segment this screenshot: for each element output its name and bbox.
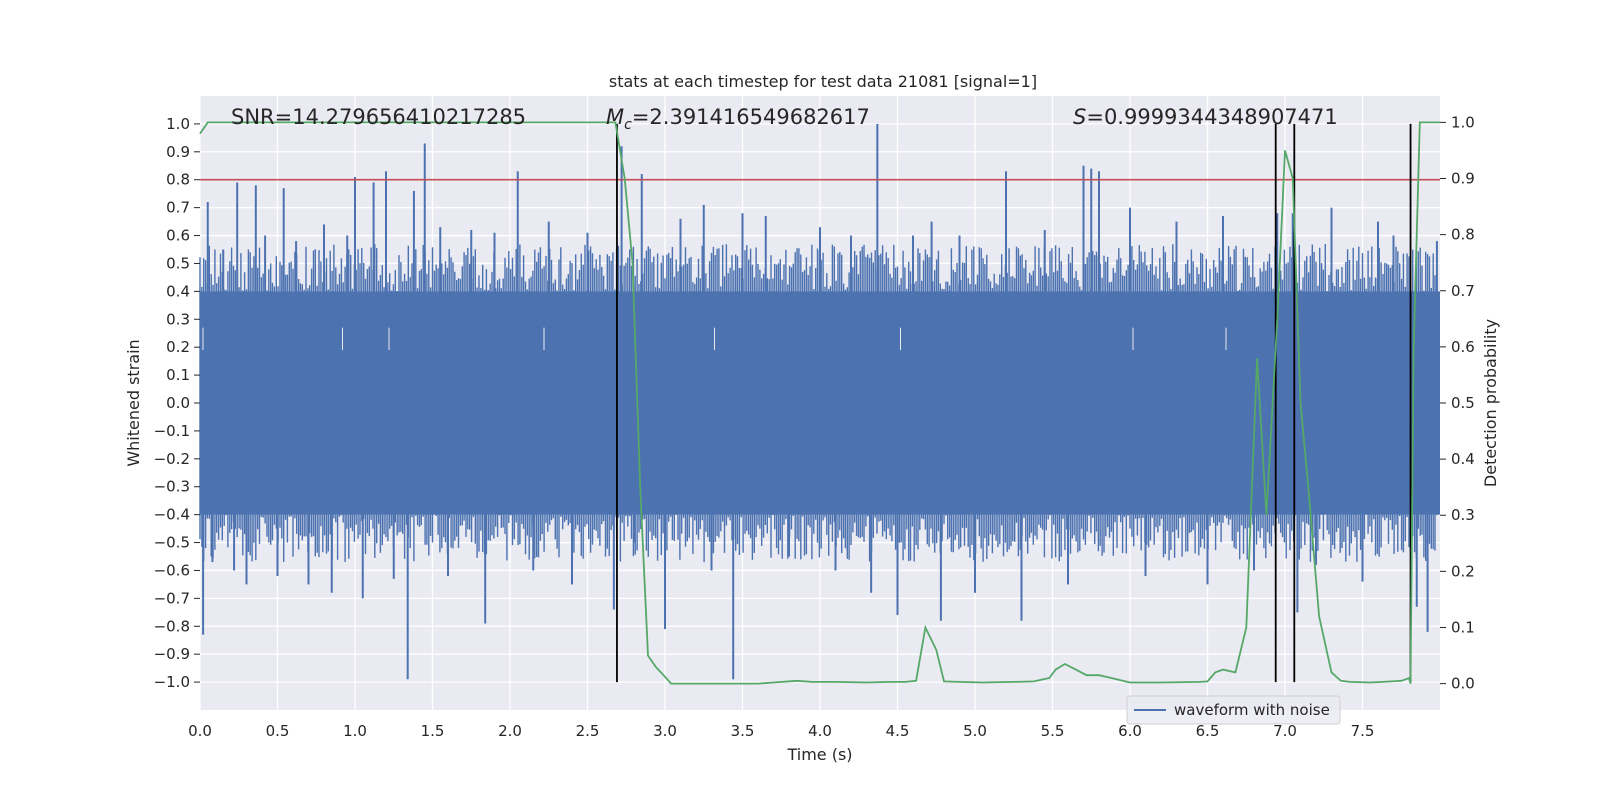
- y2-tick-label-0: 1.0: [1451, 113, 1475, 131]
- x-tick-label-0: 0.0: [188, 722, 212, 740]
- y-tick-label-18: −0.8: [154, 617, 190, 635]
- y-tick-label-7: 0.3: [166, 310, 190, 328]
- waveform-with-noise: [199, 123, 1440, 680]
- chirp-mass-symbol: M: [606, 105, 624, 129]
- detection-probability-line: [199, 121, 1440, 685]
- y2-tick-label-6: 0.4: [1451, 450, 1475, 468]
- s-symbol: S: [1073, 105, 1086, 129]
- x-tick-label-9: 4.5: [886, 722, 910, 740]
- y2-tick-label-5: 0.5: [1451, 394, 1475, 412]
- y-tick-label-5: 0.5: [166, 254, 190, 272]
- legend-box: [1126, 695, 1341, 725]
- y-tick-label-4: 0.6: [166, 227, 190, 245]
- y-tick-label-6: 0.4: [166, 282, 190, 300]
- x-tick-label-2: 1.0: [343, 722, 367, 740]
- y-tick-label-13: −0.3: [154, 478, 190, 496]
- y2-axis-label: Detection probability: [1481, 319, 1500, 487]
- y-tick-label-9: 0.1: [166, 366, 190, 384]
- x-axis-ticks: 0.0 0.5 1.0 1.5 2.0 2.5 3.0 3.5 4.0 4.5 5.0 5.5 6.0 6…: [188, 722, 1374, 740]
- x-tick-label-11: 5.5: [1041, 722, 1065, 740]
- x-tick-label-14: 7.0: [1273, 722, 1297, 740]
- y-tick-label-0: 1.0: [166, 115, 190, 133]
- y-tick-label-17: −0.7: [154, 589, 190, 607]
- s-value: =0.9999344348907471: [1086, 105, 1337, 129]
- legend: waveform with noise: [1126, 695, 1341, 725]
- x-tick-label-4: 2.0: [498, 722, 522, 740]
- y2-tick-label-9: 0.1: [1451, 618, 1475, 636]
- snr-annotation: SNR=14.279656410217285: [231, 105, 526, 129]
- x-tick-label-15: 7.5: [1351, 722, 1375, 740]
- y-tick-label-2: 0.8: [166, 171, 190, 189]
- y-tick-label-14: −0.4: [154, 506, 190, 524]
- x-tick-label-7: 3.5: [731, 722, 755, 740]
- y2-tick-label-8: 0.2: [1451, 562, 1475, 580]
- y-tick-label-12: −0.2: [154, 450, 190, 468]
- y-tick-label-20: −1.0: [154, 673, 190, 691]
- y2-tick-label-7: 0.3: [1451, 506, 1475, 524]
- y2-tick-label-4: 0.6: [1451, 338, 1475, 356]
- x-axis-label: Time (s): [786, 745, 852, 764]
- x-tick-label-3: 1.5: [421, 722, 445, 740]
- detection-probability-series: [199, 121, 1440, 685]
- y2-tick-label-10: 0.0: [1451, 675, 1475, 693]
- x-tick-label-8: 4.0: [808, 722, 832, 740]
- x-tick-label-6: 3.0: [653, 722, 677, 740]
- y-tick-label-10: 0.0: [166, 394, 190, 412]
- y-axis-label: Whitened strain: [124, 339, 143, 466]
- y-tick-label-8: 0.2: [166, 338, 190, 356]
- chirp-mass-value: =2.391416549682617: [632, 105, 870, 129]
- y-axis-ticks: 1.0 0.9 0.8 0.7 0.6 0.5 0.4 0.3 0.2 0.1 0.0 −0.1 −0.…: [154, 115, 200, 691]
- chirp-mass-annotation: Mc=2.391416549682617: [606, 105, 870, 133]
- y-tick-label-15: −0.5: [154, 534, 190, 552]
- y2-tick-label-3: 0.7: [1451, 282, 1475, 300]
- y2-tick-label-1: 0.9: [1451, 170, 1475, 188]
- chart-title: stats at each timestep for test data 210…: [609, 72, 1037, 91]
- x-tick-label-5: 2.5: [576, 722, 600, 740]
- y-tick-label-3: 0.7: [166, 199, 190, 217]
- chirp-mass-subscript: c: [624, 117, 632, 133]
- x-tick-label-10: 5.0: [963, 722, 987, 740]
- y-tick-label-11: −0.1: [154, 422, 190, 440]
- x-tick-label-12: 6.0: [1118, 722, 1142, 740]
- legend-label: waveform with noise: [1174, 701, 1330, 719]
- x-tick-label-1: 0.5: [266, 722, 290, 740]
- y-tick-label-1: 0.9: [166, 143, 190, 161]
- s-annotation: S=0.9999344348907471: [1073, 105, 1338, 129]
- y-tick-label-16: −0.6: [154, 561, 190, 579]
- y-tick-label-19: −0.9: [154, 645, 190, 663]
- x-tick-label-13: 6.5: [1196, 722, 1220, 740]
- y2-axis-ticks: 1.0 0.9 0.8 0.7 0.6 0.5 0.4 0.3 0.2 0.1 0.0: [1440, 113, 1475, 693]
- y2-tick-label-2: 0.8: [1451, 226, 1475, 244]
